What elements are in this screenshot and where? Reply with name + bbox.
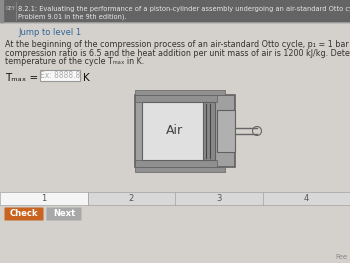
Bar: [135, 167, 225, 172]
Text: At the beginning of the compression process of an air-standard Otto cycle, p₁ = : At the beginning of the compression proc…: [5, 40, 350, 49]
FancyBboxPatch shape: [47, 208, 82, 220]
Bar: [0, 192, 88, 205]
Bar: [203, 102, 215, 160]
Bar: [135, 95, 235, 167]
Bar: [217, 110, 235, 152]
Text: Ex: 8888.8: Ex: 8888.8: [40, 71, 80, 80]
Text: Tₘₐₓ =: Tₘₐₓ =: [5, 73, 42, 83]
Bar: [135, 95, 217, 102]
Text: 4: 4: [304, 194, 309, 203]
Bar: [142, 102, 207, 160]
Bar: [0, 192, 350, 205]
Text: K: K: [83, 73, 90, 83]
Text: temperature of the cycle Tₘₐₓ in K.: temperature of the cycle Tₘₐₓ in K.: [5, 57, 144, 66]
Text: Jump to level 1: Jump to level 1: [18, 28, 81, 37]
Text: 2: 2: [129, 194, 134, 203]
Bar: [0, 0, 350, 22]
Text: 8.2.1: Evaluating the performance of a piston-cylinder assembly undergoing an ai: 8.2.1: Evaluating the performance of a p…: [18, 5, 350, 21]
Text: 1: 1: [41, 194, 46, 203]
Text: 3: 3: [216, 194, 222, 203]
Text: compression ratio is 6.5 and the heat addition per unit mass of air is 1200 kJ/k: compression ratio is 6.5 and the heat ad…: [5, 48, 350, 58]
Bar: [0, 0, 3, 22]
Text: Fee: Fee: [336, 254, 348, 260]
Bar: [40, 70, 80, 81]
FancyBboxPatch shape: [5, 208, 43, 220]
Text: Air: Air: [166, 124, 183, 138]
Bar: [135, 90, 225, 95]
Text: Next: Next: [53, 210, 75, 219]
Text: Check: Check: [10, 210, 38, 219]
Text: GEY: GEY: [6, 6, 16, 11]
Bar: [135, 160, 217, 167]
